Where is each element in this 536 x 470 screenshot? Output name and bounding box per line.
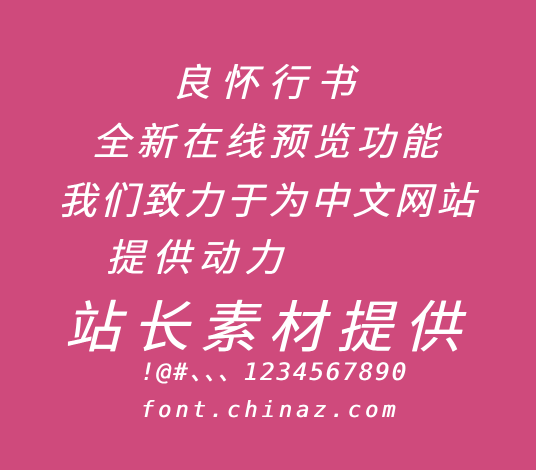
preview-line-3: 我们致力于为中文网站 <box>57 179 478 223</box>
font-name-title: 良怀行书 <box>171 61 364 105</box>
preview-line-4: 提供动力 <box>105 236 290 280</box>
source-url: font.chinaz.com <box>140 398 400 423</box>
preview-line-2: 全新在线预览功能 <box>91 120 444 164</box>
preview-line-large: 站长素材提供 <box>64 296 472 361</box>
preview-symbols-digits: !@#、、、1234567890 <box>140 358 408 386</box>
